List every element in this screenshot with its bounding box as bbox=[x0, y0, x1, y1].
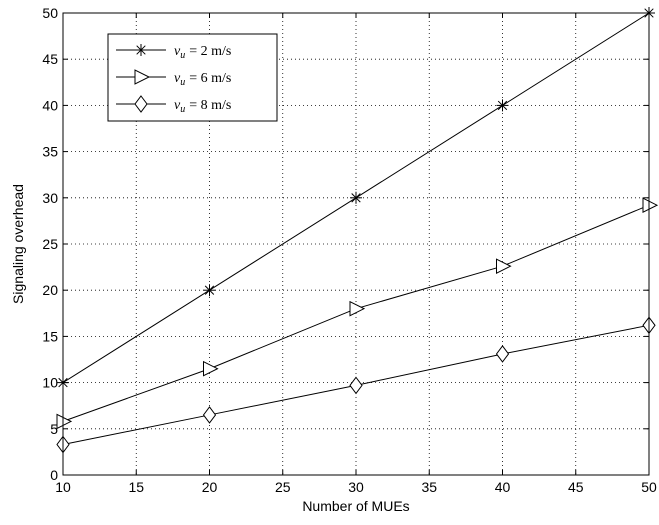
x-tick-label: 35 bbox=[421, 479, 437, 495]
data-point bbox=[203, 360, 219, 377]
y-tick-label: 20 bbox=[42, 282, 58, 298]
x-tick-label: 15 bbox=[128, 479, 144, 495]
y-tick-label: 35 bbox=[42, 144, 58, 160]
y-tick-label: 25 bbox=[42, 236, 58, 252]
x-tick-label: 40 bbox=[495, 479, 511, 495]
data-point bbox=[496, 99, 509, 112]
legend-label: vu = 2 m/s bbox=[174, 44, 231, 61]
y-axis-title: Signaling overhead bbox=[10, 184, 26, 304]
data-point bbox=[642, 197, 659, 214]
y-tick-label: 30 bbox=[42, 190, 58, 206]
y-tick-label: 10 bbox=[42, 375, 58, 391]
y-tick-label: 40 bbox=[42, 97, 58, 113]
data-point bbox=[349, 376, 363, 395]
y-tick-label: 45 bbox=[42, 51, 58, 67]
series-2 bbox=[56, 197, 659, 430]
x-axis-title: Number of MUEs bbox=[302, 498, 409, 514]
legend-item: vu = 8 m/s bbox=[116, 95, 231, 115]
data-point bbox=[496, 258, 512, 274]
legend-marker bbox=[135, 44, 147, 56]
legend-label: vu = 8 m/s bbox=[174, 98, 231, 115]
legend-item: vu = 6 m/s bbox=[116, 69, 231, 88]
legend-marker bbox=[134, 69, 151, 85]
y-tick-label: 15 bbox=[42, 328, 58, 344]
data-point bbox=[56, 413, 73, 430]
legend-item: vu = 2 m/s bbox=[116, 44, 231, 61]
y-tick-label: 5 bbox=[50, 421, 58, 437]
legend: vu = 2 m/s vu = 6 m/s vu = 8 m/s bbox=[107, 33, 278, 122]
series-group bbox=[56, 7, 659, 454]
data-point bbox=[203, 284, 216, 297]
x-tick-label: 10 bbox=[55, 479, 71, 495]
axis-ticks: 10 15 20 25 30 35 40 45 50 0 5 10 15 20 25 30 35 40 45 50 bbox=[42, 5, 657, 495]
x-tick-label: 20 bbox=[202, 479, 218, 495]
x-tick-label: 30 bbox=[348, 479, 364, 495]
x-tick-label: 45 bbox=[568, 479, 584, 495]
data-point bbox=[202, 406, 217, 424]
data-point bbox=[349, 300, 366, 317]
data-point bbox=[350, 191, 362, 204]
x-tick-label: 25 bbox=[275, 479, 291, 495]
y-tick-label: 0 bbox=[50, 467, 58, 483]
x-tick-label: 50 bbox=[641, 479, 657, 495]
grid bbox=[63, 13, 649, 475]
legend-label: vu = 6 m/s bbox=[174, 71, 231, 88]
legend-marker bbox=[134, 95, 148, 113]
y-tick-label: 50 bbox=[42, 5, 58, 21]
data-point bbox=[495, 345, 510, 363]
